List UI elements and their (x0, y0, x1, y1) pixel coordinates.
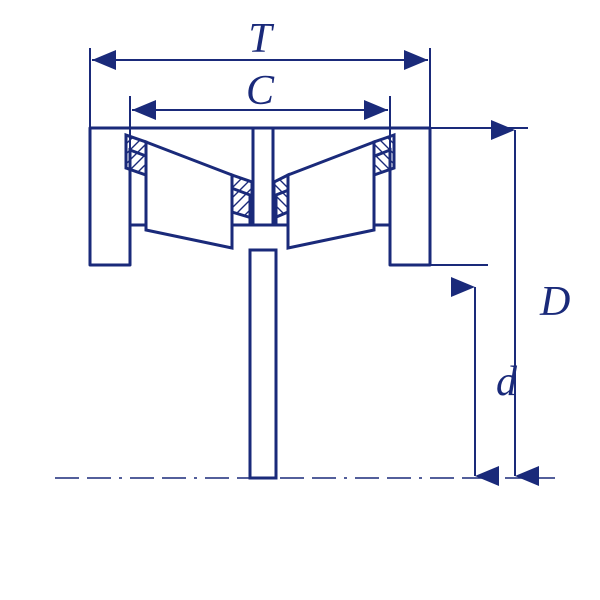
label-D: D (539, 279, 570, 325)
label-T: T (248, 16, 274, 62)
label-d: d (496, 359, 518, 405)
shaft (250, 250, 276, 478)
bearing-diagram: T C D d (0, 0, 600, 600)
dim-D: D (430, 128, 570, 476)
dim-d: d (390, 265, 518, 476)
label-C: C (246, 68, 275, 114)
